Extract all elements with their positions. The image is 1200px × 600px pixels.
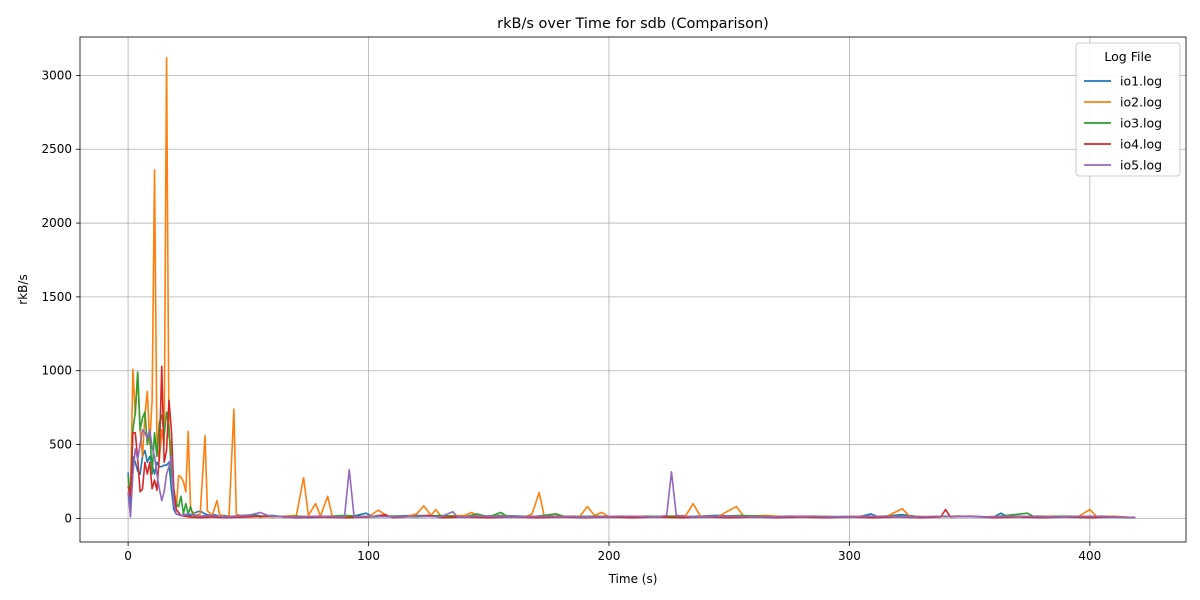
legend-items: io1.log io2.log io3.log io4.log io5.log — [1084, 74, 1162, 173]
x-axis-label: Time (s) — [608, 572, 658, 586]
y-tick-label: 0 — [64, 511, 72, 525]
y-tick-label: 2000 — [41, 216, 72, 230]
x-tick-label: 0 — [124, 549, 132, 563]
legend-label-1: io1.log — [1120, 74, 1162, 89]
y-tick-label: 500 — [49, 438, 72, 452]
series-line-5 — [127, 428, 1136, 519]
legend: Log File io1.log io2.log io3.log io4.log io5… — [1075, 42, 1181, 177]
x-tick-label: 300 — [838, 549, 861, 563]
x-axis: 0 100 200 300 400 — [124, 542, 1101, 563]
chart-title: rkB/s over Time for sdb (Comparison) — [497, 16, 769, 32]
y-tick-label: 3000 — [41, 68, 72, 82]
y-axis: 0 500 1000 1500 2000 2500 3000 — [41, 68, 80, 525]
y-axis-label: rkB/s — [16, 274, 30, 304]
legend-title: Log File — [1104, 49, 1152, 64]
legend-label-5: io5.log — [1120, 158, 1162, 173]
y-tick-label: 1000 — [41, 364, 72, 378]
plot-area-frame — [79, 36, 1187, 543]
y-tick-label: 2500 — [41, 142, 72, 156]
x-tick-label: 200 — [598, 549, 621, 563]
x-tick-label: 100 — [357, 549, 380, 563]
series-layer — [127, 56, 1136, 519]
legend-label-4: io4.log — [1120, 137, 1162, 152]
legend-label-3: io3.log — [1120, 116, 1162, 131]
legend-label-2: io2.log — [1120, 95, 1162, 110]
x-tick-label: 400 — [1078, 549, 1101, 563]
y-tick-label: 1500 — [41, 290, 72, 304]
legend-box — [1075, 42, 1181, 177]
